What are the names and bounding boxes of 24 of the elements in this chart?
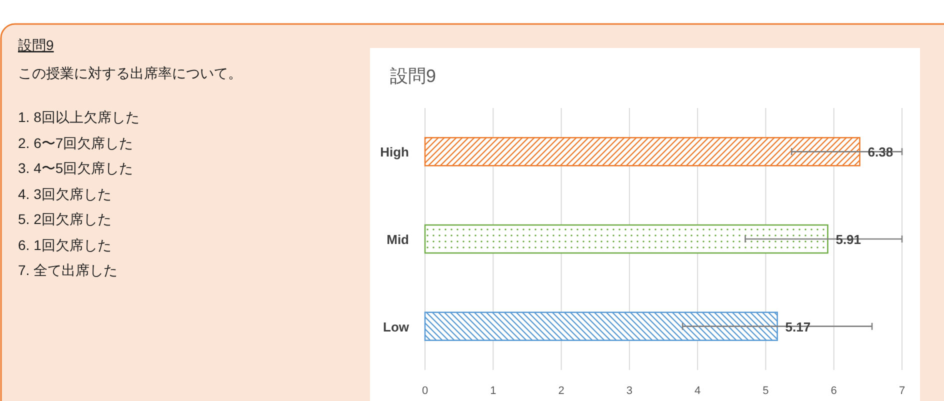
text: 1. 8回以上欠席した (18, 109, 140, 125)
bar (424, 224, 828, 254)
text: 3. 4〜5回欠席した (18, 160, 134, 176)
text: 4. 3回欠席した (18, 186, 112, 202)
text: 7. 全て出席した (18, 262, 118, 278)
y-tick-label: High (380, 144, 410, 160)
x-tick-label: 5 (762, 385, 769, 397)
text: 5. 2回欠席した (18, 211, 112, 227)
y-tick-label: Mid (386, 232, 410, 247)
x-tick-label: 3 (626, 385, 632, 397)
text: 2. 6〜7回欠席した (18, 135, 134, 151)
chart-title: 設問9 (390, 66, 436, 86)
x-tick-label: 0 (422, 385, 428, 397)
bar (424, 312, 778, 341)
bar (424, 137, 860, 166)
x-tick-label: 6 (830, 385, 837, 397)
text: 6. 1回欠席した (18, 237, 112, 253)
x-tick-label: 4 (694, 385, 701, 397)
x-tick-label: 7 (898, 385, 906, 397)
y-tick-label: Low (383, 319, 410, 334)
x-tick-label: 2 (558, 385, 564, 397)
text: この授業に対する出席率について。 (18, 65, 242, 81)
text: 設問9 (18, 37, 54, 53)
x-tick-label: 1 (490, 385, 496, 397)
